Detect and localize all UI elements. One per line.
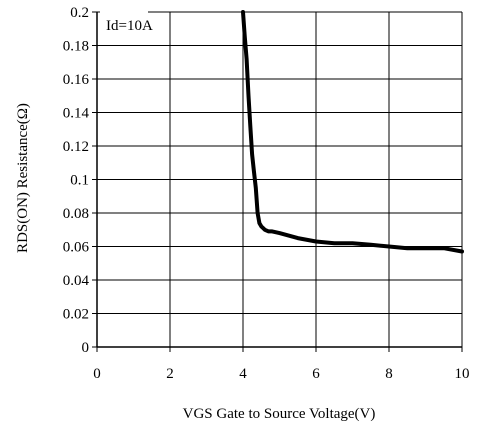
grid-layer	[97, 11, 463, 347]
x-axis-title: VGS Gate to Source Voltage(V)	[183, 406, 376, 422]
annotation-background	[100, 0, 148, 44]
annotation-label-group: Id=10A	[100, 0, 153, 44]
y-tick-label: 0.16	[63, 72, 90, 88]
y-tick-label: 0.14	[63, 106, 90, 122]
x-tick-label: 8	[385, 366, 393, 382]
tick-label-layer: 0 0.02 0.04 0.06 0.08 0.1 0.12 0.14 0.16 0.18 0.2 0…	[63, 5, 470, 382]
y-tick-label: 0	[82, 340, 90, 356]
y-tick-label: 0.2	[70, 5, 89, 21]
x-tick-label: 0	[93, 366, 101, 382]
y-tick-label: 0.06	[63, 240, 90, 256]
y-tick-label: 0.12	[63, 139, 89, 155]
y-tick-label: 0.1	[70, 173, 89, 189]
axes-layer	[92, 11, 463, 352]
y-axis-title: RDS(ON) Resistance(Ω)	[15, 103, 31, 253]
series-line-0	[241, 10, 464, 254]
y-tick-label: 0.02	[63, 307, 89, 323]
y-tick-label: 0.08	[63, 206, 89, 222]
x-tick-label: 10	[455, 366, 470, 382]
x-tick-label: 2	[166, 366, 174, 382]
series-layer	[241, 10, 464, 254]
y-tick-label: 0.04	[63, 273, 90, 289]
x-tick-label: 6	[312, 366, 320, 382]
y-tick-label: 0.18	[63, 39, 89, 55]
x-tick-label: 4	[239, 366, 247, 382]
annotation-label: Id=10A	[106, 18, 153, 34]
